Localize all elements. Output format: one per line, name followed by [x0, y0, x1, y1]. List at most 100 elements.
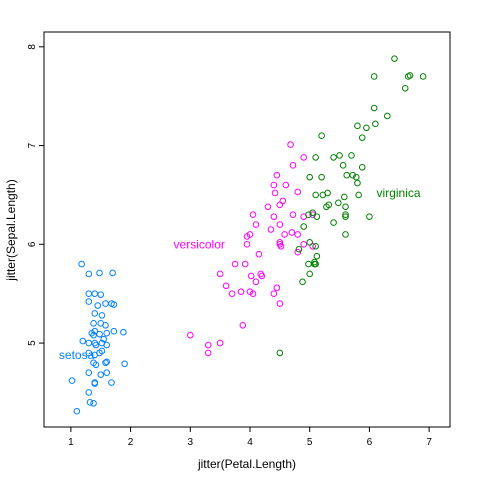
data-point-setosa — [96, 269, 103, 277]
x-tick-label: 4 — [247, 437, 253, 448]
data-point-virginica — [312, 154, 319, 161]
data-point-setosa — [91, 327, 99, 335]
data-point-versicolor — [204, 349, 212, 357]
data-point-versicolor — [300, 241, 308, 248]
data-point-virginica — [343, 171, 351, 179]
data-point-setosa — [68, 377, 76, 384]
data-point-virginica — [330, 154, 337, 161]
data-point-setosa — [91, 380, 99, 387]
data-point-setosa — [78, 260, 85, 268]
data-point-virginica — [323, 203, 330, 211]
data-point-virginica — [305, 260, 312, 268]
data-point-setosa — [97, 371, 105, 378]
data-point-setosa — [103, 341, 110, 349]
data-point-virginica — [384, 112, 391, 120]
data-point-setosa — [110, 301, 118, 308]
data-point-virginica — [306, 239, 313, 246]
data-point-versicolor — [237, 288, 245, 296]
data-point-virginica — [349, 171, 356, 179]
data-point-virginica — [319, 191, 327, 199]
data-point-setosa — [85, 349, 93, 357]
data-point-versicolor — [279, 197, 287, 205]
data-point-versicolor — [309, 211, 316, 218]
data-point-setosa — [79, 337, 87, 345]
data-point-virginica — [355, 191, 362, 199]
data-point-virginica — [341, 193, 348, 201]
data-point-versicolor — [267, 226, 275, 233]
data-point-versicolor — [276, 221, 284, 228]
data-point-virginica — [406, 72, 414, 79]
data-point-versicolor — [276, 201, 284, 209]
data-point-setosa — [90, 320, 97, 327]
data-point-versicolor — [273, 284, 281, 292]
data-point-setosa — [103, 329, 110, 337]
data-point-virginica — [335, 199, 342, 207]
data-point-virginica — [311, 260, 318, 268]
data-point-virginica — [312, 242, 319, 250]
x-axis-label: jitter(Petal.Length) — [197, 457, 296, 471]
data-point-versicolor — [294, 248, 302, 256]
data-point-versicolor — [216, 339, 224, 347]
data-point-setosa — [102, 359, 109, 367]
y-axis-ticks: 5 6 7 8 — [27, 44, 44, 346]
data-point-virginica — [342, 203, 349, 211]
data-point-virginica — [348, 152, 355, 159]
data-point-versicolor — [270, 181, 278, 189]
data-point-versicolor — [249, 211, 257, 218]
data-point-virginica — [330, 219, 337, 226]
data-point-virginica — [318, 132, 325, 139]
data-point-virginica — [312, 191, 319, 199]
data-point-setosa — [109, 269, 116, 277]
data-point-virginica — [358, 134, 366, 141]
data-point-virginica — [318, 173, 325, 181]
data-point-virginica — [276, 349, 284, 357]
data-point-versicolor — [258, 272, 266, 280]
data-point-setosa — [102, 321, 109, 329]
data-point-setosa — [121, 360, 128, 368]
x-tick-label: 3 — [187, 437, 193, 448]
data-point-versicolor — [276, 300, 284, 307]
data-point-setosa — [103, 358, 110, 366]
data-point-setosa — [108, 379, 115, 386]
data-point-setosa — [98, 347, 106, 355]
y-tick-label: 7 — [27, 142, 38, 148]
data-point-virginica — [306, 270, 313, 278]
data-point-setosa — [110, 327, 118, 335]
data-point-versicolor — [231, 260, 239, 268]
y-axis-label: jitter(Sepal.Length) — [4, 179, 18, 281]
data-point-virginica — [295, 245, 303, 253]
data-point-virginica — [309, 209, 316, 217]
data-point-virginica — [342, 231, 349, 238]
data-point-versicolor — [255, 250, 263, 258]
data-point-virginica — [419, 73, 427, 80]
x-tick-label: 6 — [367, 437, 373, 448]
data-point-setosa — [91, 310, 99, 317]
data-point-versicolor — [276, 241, 284, 248]
y-tick-label: 8 — [27, 44, 38, 50]
data-point-versicolor — [252, 278, 260, 286]
data-point-setosa — [100, 335, 108, 343]
data-point-versicolor — [271, 189, 279, 197]
data-point-setosa — [120, 328, 127, 336]
data-point-virginica — [313, 213, 321, 220]
x-tick-label: 7 — [426, 437, 432, 448]
data-point-virginica — [313, 252, 321, 260]
data-point-setosa — [92, 341, 100, 349]
data-points — [68, 55, 427, 415]
x-tick-label: 5 — [307, 437, 313, 448]
data-point-setosa — [85, 369, 93, 376]
data-point-versicolor — [264, 203, 272, 211]
data-point-virginica — [370, 73, 378, 80]
group-label-versicolor: versicolor — [174, 237, 225, 251]
data-point-versicolor — [294, 188, 302, 196]
data-point-setosa — [91, 351, 99, 359]
x-tick-label: 1 — [68, 437, 74, 448]
data-point-versicolor — [222, 282, 230, 290]
data-point-setosa — [85, 298, 93, 305]
data-point-virginica — [366, 213, 373, 220]
data-point-versicolor — [270, 213, 278, 220]
data-point-setosa — [90, 400, 97, 407]
data-point-versicolor — [216, 270, 224, 278]
data-point-versicolor — [281, 231, 288, 238]
data-point-virginica — [336, 152, 343, 159]
